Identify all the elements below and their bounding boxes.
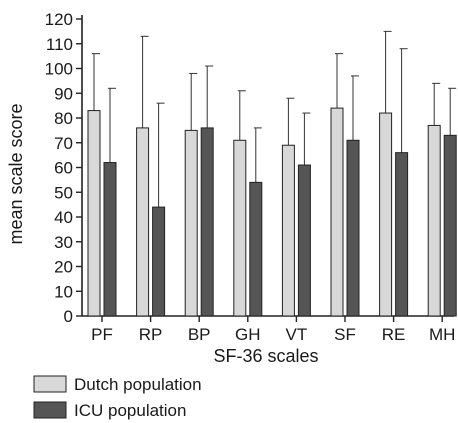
x-tick-label: PF xyxy=(91,325,113,344)
bar-icu-sf xyxy=(346,139,360,317)
x-axis: PF RP BP GH VT SF RE MH xyxy=(82,315,455,344)
bar-dutch-vt xyxy=(281,144,295,317)
error-bars xyxy=(92,30,457,208)
y-tick-label: 10 xyxy=(54,282,73,301)
x-tick-label: RP xyxy=(139,325,163,344)
x-tick-label: MH xyxy=(429,325,455,344)
bar-dutch-mh xyxy=(427,124,441,317)
y-tick-label: 50 xyxy=(54,183,73,202)
x-tick-label: BP xyxy=(188,325,211,344)
bar-icu-pf xyxy=(103,162,117,317)
legend-swatch-dutch xyxy=(33,375,67,393)
x-tick-label: GH xyxy=(235,325,261,344)
bar-icu-mh xyxy=(443,134,457,317)
y-tick-label: 70 xyxy=(54,134,73,153)
legend-label-icu: ICU population xyxy=(74,401,186,420)
bar-icu-gh xyxy=(249,181,263,317)
y-tick-label: 110 xyxy=(46,35,73,54)
y-tick-label: 90 xyxy=(54,84,73,103)
x-tick-label: RE xyxy=(382,325,406,344)
x-axis-label: SF-36 scales xyxy=(213,346,318,366)
y-tick-label: 0 xyxy=(64,307,73,326)
bars xyxy=(87,107,457,317)
y-tick-label: 20 xyxy=(54,258,73,277)
x-tick-label: VT xyxy=(286,325,308,344)
x-tick-label: SF xyxy=(334,325,356,344)
bar-icu-vt xyxy=(297,164,311,317)
legend-swatch-icu xyxy=(33,401,67,419)
bar-dutch-bp xyxy=(184,129,198,317)
y-tick-label: 40 xyxy=(54,208,73,227)
bar-dutch-sf xyxy=(330,107,344,317)
y-tick-label: 120 xyxy=(45,10,73,29)
bar-icu-re xyxy=(395,152,409,317)
bar-dutch-rp xyxy=(136,127,150,317)
bar-dutch-gh xyxy=(233,139,247,317)
y-tick-label: 80 xyxy=(54,109,73,128)
bar-dutch-pf xyxy=(87,110,101,317)
legend: Dutch population ICU population xyxy=(33,375,202,420)
bar-icu-rp xyxy=(152,206,166,317)
y-axis: 0 10 20 30 40 50 60 70 80 90 100 110 120 xyxy=(45,10,83,326)
bar-dutch-re xyxy=(379,112,393,317)
y-tick-label: 100 xyxy=(45,60,73,79)
y-tick-label: 60 xyxy=(54,159,73,178)
y-tick-label: 30 xyxy=(54,233,73,252)
y-axis-label: mean scale score xyxy=(6,103,26,244)
legend-label-dutch: Dutch population xyxy=(74,375,202,394)
bar-icu-bp xyxy=(200,127,214,317)
